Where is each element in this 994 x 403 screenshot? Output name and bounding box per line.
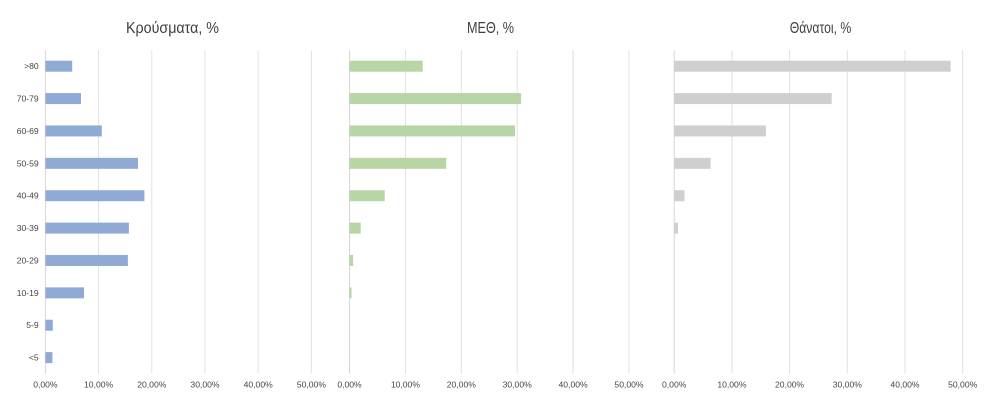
svg-text:30,00%: 30,00% (833, 380, 863, 390)
svg-text:20,00%: 20,00% (775, 380, 805, 390)
svg-text:50,00%: 50,00% (948, 380, 978, 390)
svg-text:40,00%: 40,00% (244, 380, 274, 390)
svg-text:40,00%: 40,00% (890, 380, 920, 390)
svg-text:50-59: 50-59 (17, 158, 39, 168)
svg-text:30-39: 30-39 (17, 223, 39, 233)
svg-text:0,00%: 0,00% (662, 380, 687, 390)
svg-text:Κρούσματα, %: Κρούσματα, % (126, 20, 219, 37)
svg-text:60-69: 60-69 (17, 126, 39, 136)
svg-text:70-79: 70-79 (17, 94, 39, 104)
svg-text:<5: <5 (29, 353, 39, 363)
svg-text:20-29: 20-29 (17, 255, 39, 265)
svg-text:50,00%: 50,00% (297, 380, 327, 390)
svg-text:50,00%: 50,00% (614, 380, 644, 390)
svg-text:20,00%: 20,00% (137, 380, 167, 390)
svg-text:10,00%: 10,00% (391, 380, 421, 390)
svg-text:10,00%: 10,00% (84, 380, 114, 390)
svg-text:10,00%: 10,00% (717, 380, 747, 390)
svg-text:5-9: 5-9 (26, 320, 39, 330)
svg-text:20,00%: 20,00% (447, 380, 477, 390)
svg-text:40,00%: 40,00% (559, 380, 589, 390)
svg-text:0,00%: 0,00% (337, 380, 362, 390)
svg-text:0,00%: 0,00% (33, 380, 58, 390)
svg-text:30,00%: 30,00% (190, 380, 220, 390)
svg-text:10-19: 10-19 (17, 288, 39, 298)
svg-text:Θάνατοι, %: Θάνατοι, % (790, 20, 852, 37)
svg-text:>80: >80 (24, 61, 39, 71)
svg-text:ΜΕΘ, %: ΜΕΘ, % (467, 20, 514, 37)
svg-text:40-49: 40-49 (17, 191, 39, 201)
svg-text:30,00%: 30,00% (503, 380, 533, 390)
